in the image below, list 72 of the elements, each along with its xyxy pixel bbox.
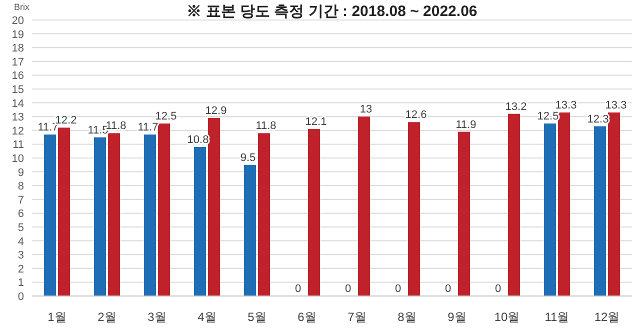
y-tick-label: 4 (18, 236, 24, 248)
x-tick-label: 9월 (448, 310, 466, 324)
y-tick-label: 5 (18, 222, 24, 234)
y-tick-label: 10 (12, 153, 24, 165)
data-label: 12.5 (155, 110, 177, 122)
bar (594, 126, 606, 296)
data-label: 13.3 (605, 99, 627, 112)
bar (408, 122, 420, 296)
y-tick-label: 13 (12, 112, 24, 124)
y-tick-label: 2 (18, 263, 24, 276)
x-tick-label: 6월 (298, 310, 316, 324)
bar (158, 124, 170, 296)
bar (94, 137, 106, 296)
y-tick-label: 19 (12, 28, 24, 41)
bar (144, 134, 156, 296)
y-tick-label: 1 (18, 277, 24, 290)
data-label: 11.8 (256, 120, 276, 132)
y-tick-label: 0 (18, 291, 24, 303)
x-tick-label: 4월 (198, 310, 216, 324)
bar (108, 133, 120, 296)
bar (308, 129, 320, 296)
x-tick-label: 12월 (594, 310, 620, 324)
data-label: 0 (494, 283, 502, 295)
bar (508, 114, 520, 296)
bar (58, 128, 70, 296)
y-tick-label: 11 (12, 139, 24, 152)
data-label: 13 (360, 104, 372, 116)
bar (194, 146, 206, 296)
bar (358, 116, 370, 296)
chart-title: ※ 표본 당도 측정 기간 : 2018.08 ~ 2022.06 (186, 3, 478, 20)
data-label: 12.1 (305, 116, 327, 128)
data-label: 0 (294, 283, 302, 295)
x-tick-label: 3월 (148, 310, 166, 324)
y-tick-label: 18 (12, 42, 24, 55)
bar (44, 134, 56, 296)
x-tick-label: 7월 (348, 310, 366, 324)
y-tick-label: 16 (12, 70, 24, 82)
y-axis-title: Brix (14, 2, 30, 12)
bar (544, 124, 556, 296)
data-label: 13.3 (555, 99, 577, 112)
y-tick-label: 3 (18, 250, 24, 262)
bar (244, 164, 256, 296)
data-label: 11.7 (138, 122, 158, 134)
y-tick-label: 20 (12, 15, 24, 27)
bar (258, 133, 270, 296)
data-label: 0 (344, 283, 352, 295)
x-tick-label: 10월 (494, 310, 520, 324)
data-label: 11.9 (456, 118, 476, 131)
data-label: 9.5 (240, 152, 256, 164)
bar (608, 112, 620, 296)
x-tick-label: 8월 (398, 310, 416, 324)
y-tick-label: 17 (12, 56, 24, 68)
y-tick-label: 8 (18, 180, 24, 193)
data-label: 12.2 (55, 114, 77, 127)
x-tick-label: 1월 (48, 310, 66, 324)
x-tick-label: 2월 (98, 310, 116, 324)
bar (208, 118, 220, 296)
data-label: 13.2 (505, 100, 527, 113)
y-tick-label: 14 (12, 98, 24, 110)
x-tick-label: 11월 (544, 310, 570, 324)
bar (458, 132, 470, 296)
data-label: 12.9 (205, 104, 227, 117)
data-label: 12.6 (405, 109, 427, 122)
y-tick-label: 7 (18, 194, 24, 206)
y-tick-label: 6 (18, 208, 24, 220)
y-tick-label: 9 (18, 166, 24, 179)
x-tick-label: 5월 (248, 310, 266, 324)
data-label: 0 (444, 283, 452, 295)
bar (558, 112, 570, 296)
y-tick-label: 12 (12, 125, 24, 138)
y-tick-label: 15 (12, 84, 24, 96)
data-label: 0 (394, 283, 402, 295)
